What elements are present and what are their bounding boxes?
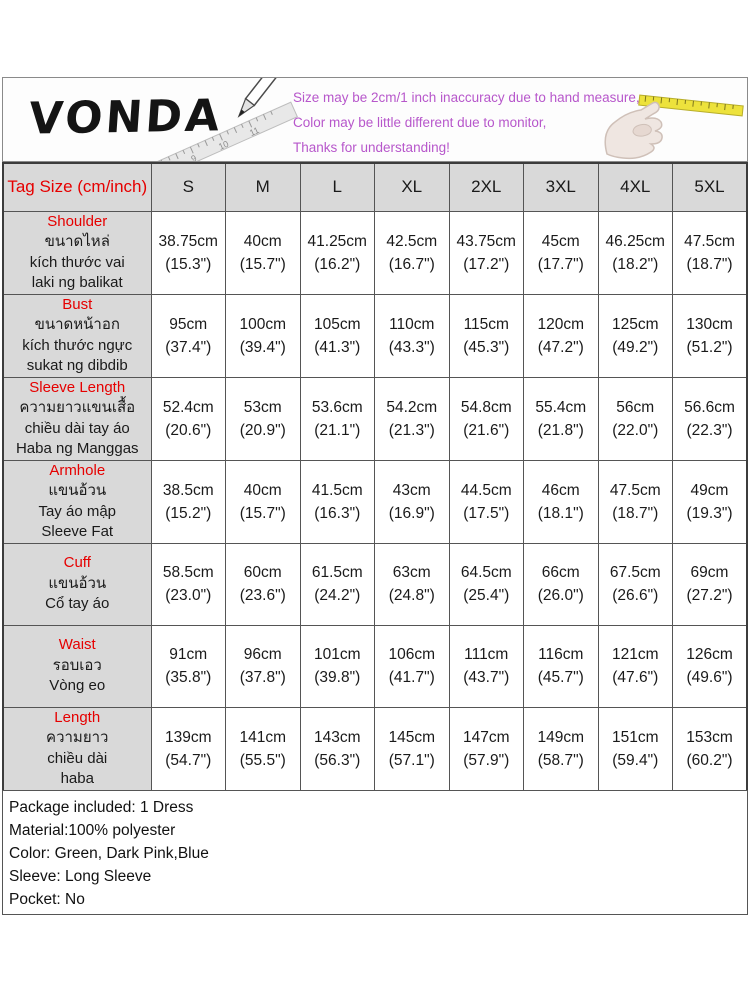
- measurement-row: Cuff แขนอ้วน Cổ tay áo 58.5cm (23.0") 60cm (23…: [2, 542, 748, 626]
- tag-size-corner-header: Tag Size (cm/inch): [2, 162, 152, 212]
- size-column-header: S: [150, 162, 226, 212]
- detail-pocket: Pocket: No: [9, 891, 85, 908]
- measurement-cell: 121cm (47.6"): [597, 624, 673, 708]
- measurement-cell: 101cm (39.8"): [299, 624, 375, 708]
- brand-banner: VONDA 9 10 11: [2, 77, 748, 162]
- size-column-header: M: [225, 162, 301, 212]
- measurement-row: Waist รอบเอว Vòng eo 91cm (35.8") 96cm (37.8")…: [2, 624, 748, 708]
- detail-sleeve: Sleeve: Long Sleeve: [9, 868, 152, 885]
- measurement-cell: 40cm (15.7"): [225, 459, 301, 544]
- measurement-cell: 54.8cm (21.6"): [448, 376, 524, 461]
- size-table: Tag Size (cm/inch) S M L XL 2XL 3XL 4XL 5XL Shou…: [2, 162, 748, 792]
- measurement-cell: 120cm (47.2"): [523, 293, 599, 378]
- measurement-label: Cuff แขนอ้วน Cổ tay áo: [2, 542, 152, 626]
- size-column-header: 3XL: [523, 162, 599, 212]
- measurement-cell: 111cm (43.7"): [448, 624, 524, 708]
- measurement-cell: 55.4cm (21.8"): [523, 376, 599, 461]
- detail-color: Color: Green, Dark Pink,Blue: [9, 845, 209, 862]
- size-column-header: XL: [374, 162, 450, 212]
- measurement-cell: 145cm (57.1"): [374, 706, 450, 791]
- measurement-label: Armhole แขนอ้วน Tay áo mập Sleeve Fat: [2, 459, 152, 544]
- measurement-cell: 43.75cm (17.2"): [448, 210, 524, 295]
- measurement-cell: 116cm (45.7"): [523, 624, 599, 708]
- size-column-header: L: [299, 162, 375, 212]
- note-line-2: Color may be little different due to mon…: [293, 115, 547, 130]
- measurement-cell: 105cm (41.3"): [299, 293, 375, 378]
- measurement-cell: 125cm (49.2"): [597, 293, 673, 378]
- detail-package: Package included: 1 Dress: [9, 799, 194, 816]
- tape-measure-icon: [604, 94, 744, 160]
- measurement-cell: 45cm (17.7"): [523, 210, 599, 295]
- measurement-cell: 153cm (60.2"): [672, 706, 748, 791]
- measurement-cell: 115cm (45.3"): [448, 293, 524, 378]
- product-details: Package included: 1 Dress Material:100% …: [2, 790, 748, 915]
- measure-notes: Size may be 2cm/1 inch inaccuracy due to…: [293, 85, 640, 160]
- measurement-cell: 41.25cm (16.2"): [299, 210, 375, 295]
- measurement-cell: 141cm (55.5"): [225, 706, 301, 791]
- measurement-row: Length ความยาว chiều dài haba 139cm (54.7") 14…: [2, 706, 748, 791]
- measurement-row: Armhole แขนอ้วน Tay áo mập Sleeve Fat 38.5cm…: [2, 459, 748, 544]
- measurement-cell: 53.6cm (21.1"): [299, 376, 375, 461]
- measurement-cell: 61.5cm (24.2"): [299, 542, 375, 626]
- measurement-cell: 56cm (22.0"): [597, 376, 673, 461]
- measurement-cell: 66cm (26.0"): [523, 542, 599, 626]
- measurement-cell: 42.5cm (16.7"): [374, 210, 450, 295]
- measurement-label: Bust ขนาดหน้าอก kích thước ngực sukat ng di…: [2, 293, 152, 378]
- measurement-cell: 139cm (54.7"): [150, 706, 226, 791]
- measurement-cell: 100cm (39.4"): [225, 293, 301, 378]
- note-line-3: Thanks for understanding!: [293, 140, 450, 155]
- measurement-cell: 49cm (19.3"): [672, 459, 748, 544]
- measurement-cell: 95cm (37.4"): [150, 293, 226, 378]
- measurement-label: Length ความยาว chiều dài haba: [2, 706, 152, 791]
- measurement-row: Shoulder ขนาดไหล่ kích thước vai laki ng ba…: [2, 210, 748, 295]
- measurement-cell: 63cm (24.8"): [374, 542, 450, 626]
- measurement-cell: 46.25cm (18.2"): [597, 210, 673, 295]
- svg-text:11: 11: [248, 125, 261, 138]
- size-column-header: 4XL: [597, 162, 673, 212]
- size-header-row: Tag Size (cm/inch) S M L XL 2XL 3XL 4XL 5XL: [2, 162, 748, 212]
- measurement-cell: 40cm (15.7"): [225, 210, 301, 295]
- measurement-cell: 54.2cm (21.3"): [374, 376, 450, 461]
- measurement-cell: 126cm (49.6"): [672, 624, 748, 708]
- measurement-cell: 41.5cm (16.3"): [299, 459, 375, 544]
- measurement-cell: 47.5cm (18.7"): [672, 210, 748, 295]
- measurement-cell: 67.5cm (26.6"): [597, 542, 673, 626]
- measurement-cell: 110cm (43.3"): [374, 293, 450, 378]
- measurement-cell: 91cm (35.8"): [150, 624, 226, 708]
- svg-text:10: 10: [217, 139, 230, 152]
- measurement-label: Sleeve Length ความยาวแขนเสื้อ chiều dài ta…: [2, 376, 152, 461]
- measurement-cell: 147cm (57.9"): [448, 706, 524, 791]
- measurement-cell: 56.6cm (22.3"): [672, 376, 748, 461]
- measurement-label: Waist รอบเอว Vòng eo: [2, 624, 152, 708]
- measurement-cell: 43cm (16.9"): [374, 459, 450, 544]
- measurement-cell: 44.5cm (17.5"): [448, 459, 524, 544]
- measurement-cell: 52.4cm (20.6"): [150, 376, 226, 461]
- detail-material: Material:100% polyester: [9, 822, 176, 839]
- measurement-cell: 60cm (23.6"): [225, 542, 301, 626]
- measurement-cell: 151cm (59.4"): [597, 706, 673, 791]
- measurement-cell: 64.5cm (25.4"): [448, 542, 524, 626]
- measurement-cell: 38.75cm (15.3"): [150, 210, 226, 295]
- measurement-cell: 130cm (51.2"): [672, 293, 748, 378]
- measurement-cell: 53cm (20.9"): [225, 376, 301, 461]
- measurement-cell: 149cm (58.7"): [523, 706, 599, 791]
- measurement-cell: 47.5cm (18.7"): [597, 459, 673, 544]
- measurement-cell: 38.5cm (15.2"): [150, 459, 226, 544]
- measurement-cell: 58.5cm (23.0"): [150, 542, 226, 626]
- pencil-ruler-icon: 9 10 11: [153, 78, 298, 161]
- size-column-header: 5XL: [672, 162, 748, 212]
- svg-text:9: 9: [190, 153, 199, 161]
- note-line-1: Size may be 2cm/1 inch inaccuracy due to…: [293, 90, 640, 105]
- measurement-row: Bust ขนาดหน้าอก kích thước ngực sukat ng di…: [2, 293, 748, 378]
- measurement-cell: 69cm (27.2"): [672, 542, 748, 626]
- measurement-cell: 46cm (18.1"): [523, 459, 599, 544]
- measurement-cell: 106cm (41.7"): [374, 624, 450, 708]
- size-column-header: 2XL: [448, 162, 524, 212]
- measurement-label: Shoulder ขนาดไหล่ kích thước vai laki ng ba…: [2, 210, 152, 295]
- measurement-cell: 143cm (56.3"): [299, 706, 375, 791]
- measurement-row: Sleeve Length ความยาวแขนเสื้อ chiều dài ta…: [2, 376, 748, 461]
- measurement-cell: 96cm (37.8"): [225, 624, 301, 708]
